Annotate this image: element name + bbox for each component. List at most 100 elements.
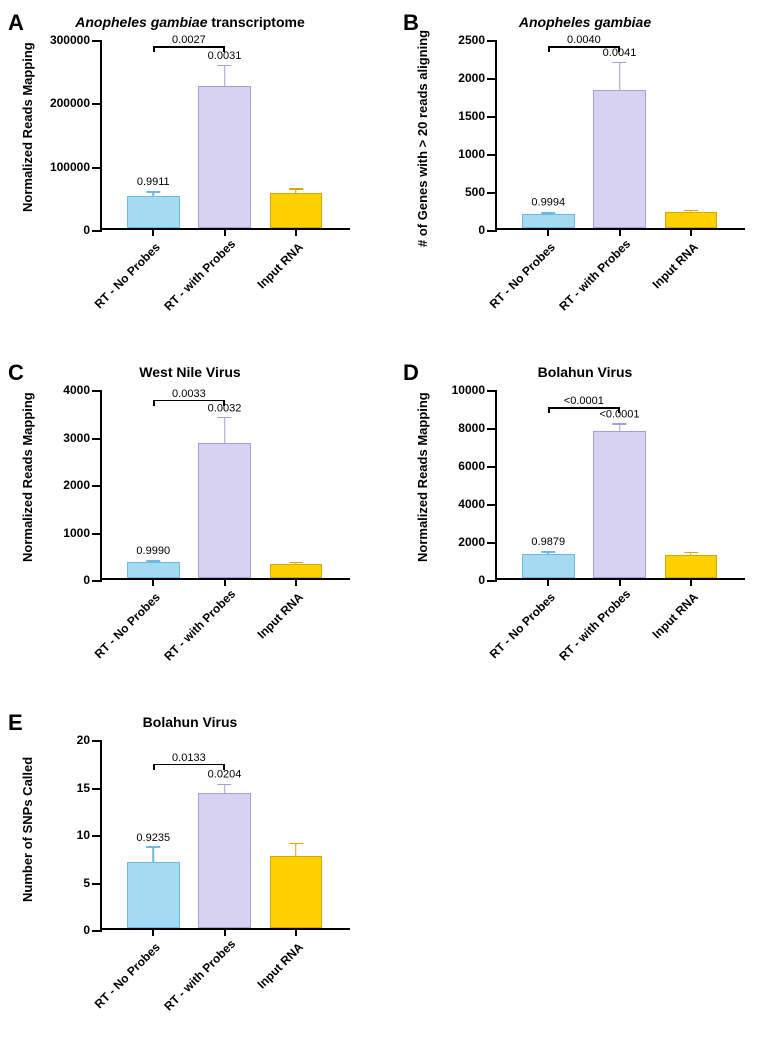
bar: [270, 193, 323, 228]
x-tick-label: RT - with Probes: [556, 240, 630, 314]
y-tick: [487, 580, 497, 582]
y-tick: [92, 103, 102, 105]
bar-value-label: 0.0204: [199, 769, 250, 781]
y-tick: [92, 230, 102, 232]
error-cap: [541, 551, 555, 553]
x-tick: [547, 578, 549, 586]
y-tick-label: 4000: [458, 497, 485, 511]
y-tick-label: 0: [83, 223, 90, 237]
x-tick-label: RT - with Probes: [556, 590, 630, 664]
error-cap: [289, 843, 303, 845]
y-tick-label: 2000: [63, 478, 90, 492]
chart-title: Anopheles gambiae transcriptome: [0, 14, 380, 30]
x-tick-label: RT - No Probes: [485, 240, 559, 314]
bar-value-label: <0.0001: [594, 408, 645, 420]
y-tick: [92, 167, 102, 169]
plot-area: 02000400060008000100000.9879RT - No Prob…: [495, 390, 745, 580]
bar: 0.9994: [522, 214, 575, 228]
error-bar: [153, 561, 155, 563]
y-tick: [92, 835, 102, 837]
x-tick-label: Input RNA: [232, 590, 306, 664]
y-tick-label: 4000: [63, 383, 90, 397]
error-bar: [619, 63, 621, 91]
y-tick-label: 20: [77, 733, 90, 747]
error-cap: [541, 212, 555, 214]
x-tick: [690, 228, 692, 236]
y-tick-label: 2500: [458, 33, 485, 47]
panel-d: DBolahun VirusNormalized Reads Mapping02…: [395, 360, 775, 690]
bar: 0.0204: [198, 793, 251, 928]
x-tick-label: RT - with Probes: [161, 240, 235, 314]
significance-label: 0.0033: [153, 388, 224, 400]
bar: 0.9879: [522, 554, 575, 578]
error-cap: [613, 62, 627, 64]
bar-value-label: 0.0032: [199, 402, 250, 414]
panel-a: AAnopheles gambiae transcriptomeNormaliz…: [0, 10, 380, 340]
bar: 0.9911: [127, 196, 180, 228]
bar-value-label: 0.0031: [199, 50, 250, 62]
bar: [270, 564, 323, 578]
x-tick: [547, 228, 549, 236]
significance-bracket: 0.0040: [548, 46, 619, 48]
y-tick-label: 0: [478, 223, 485, 237]
y-tick: [487, 154, 497, 156]
y-tick-label: 3000: [63, 431, 90, 445]
y-tick-label: 0: [83, 923, 90, 937]
error-bar: [295, 844, 297, 857]
error-bar: [224, 66, 226, 87]
plot-area: 01000002000003000000.9911RT - No Probes0…: [100, 40, 350, 230]
significance-label: <0.0001: [548, 395, 619, 407]
significance-bracket: <0.0001: [548, 407, 619, 409]
y-tick: [92, 40, 102, 42]
error-cap: [613, 423, 627, 425]
y-tick-label: 200000: [50, 96, 90, 110]
y-tick: [92, 883, 102, 885]
x-tick-label: RT - with Probes: [161, 940, 235, 1014]
error-bar: [548, 552, 550, 555]
panel-e: EBolahun VirusNumber of SNPs Called05101…: [0, 710, 380, 1040]
bar: [665, 212, 718, 228]
y-axis-label: Normalized Reads Mapping: [415, 392, 430, 562]
y-tick-label: 2000: [458, 71, 485, 85]
figure-grid: AAnopheles gambiae transcriptomeNormaliz…: [0, 10, 780, 1040]
x-tick: [690, 578, 692, 586]
y-axis-label: Normalized Reads Mapping: [20, 392, 35, 562]
significance-label: 0.0133: [153, 752, 224, 764]
significance-label: 0.0040: [548, 34, 619, 46]
chart-title: Bolahun Virus: [0, 714, 380, 730]
error-cap: [146, 846, 160, 848]
y-tick: [487, 192, 497, 194]
y-axis-label: Normalized Reads Mapping: [20, 42, 35, 212]
error-bar: [295, 563, 297, 565]
significance-bracket: 0.0033: [153, 400, 224, 402]
error-cap: [684, 552, 698, 554]
error-cap: [146, 560, 160, 562]
error-bar: [690, 553, 692, 556]
x-tick-label: RT - with Probes: [161, 590, 235, 664]
y-tick: [92, 533, 102, 535]
error-bar: [548, 213, 550, 215]
bar: <0.0001: [593, 431, 646, 578]
x-tick-label: Input RNA: [627, 590, 701, 664]
error-bar: [619, 424, 621, 432]
y-tick: [487, 78, 497, 80]
bar-value-label: 0.9994: [523, 197, 574, 209]
error-cap: [289, 562, 303, 564]
error-cap: [684, 210, 698, 212]
y-tick: [487, 390, 497, 392]
y-tick-label: 8000: [458, 421, 485, 435]
y-tick-label: 1000: [458, 147, 485, 161]
error-cap: [218, 784, 232, 786]
y-tick: [92, 788, 102, 790]
y-tick: [487, 230, 497, 232]
bar-value-label: 0.9879: [523, 536, 574, 548]
x-tick: [619, 578, 621, 586]
x-tick: [224, 928, 226, 936]
plot-area: 050010001500200025000.9994RT - No Probes…: [495, 40, 745, 230]
y-tick: [487, 466, 497, 468]
x-tick: [224, 578, 226, 586]
bar: 0.9235: [127, 862, 180, 929]
x-tick: [619, 228, 621, 236]
y-tick: [487, 116, 497, 118]
error-bar: [690, 211, 692, 213]
